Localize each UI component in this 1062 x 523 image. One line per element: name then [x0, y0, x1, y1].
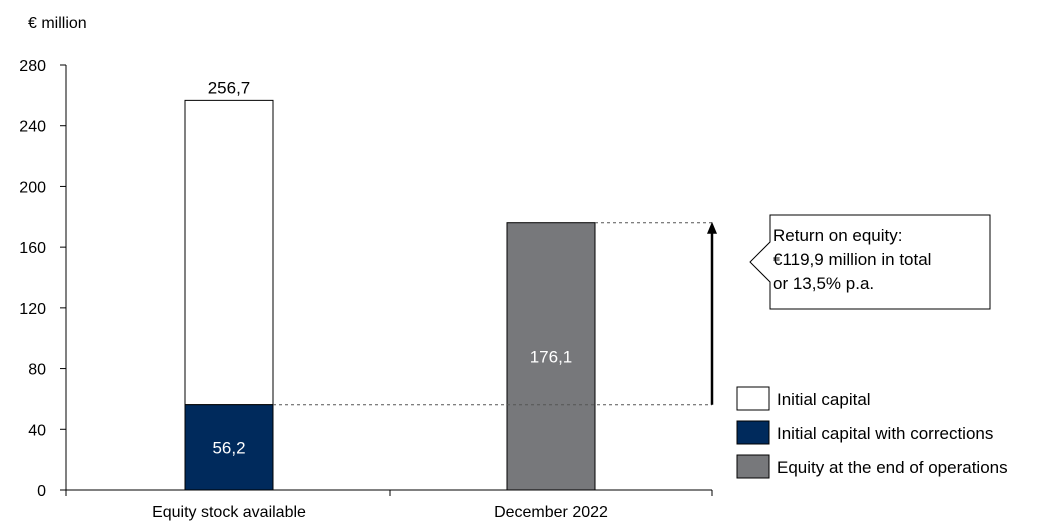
y-tick-label: 0: [37, 483, 46, 500]
y-tick-label: 160: [19, 240, 46, 257]
x-category-label: December 2022: [494, 504, 608, 521]
callout-text: or 13,5% p.a.: [773, 274, 874, 293]
legend-swatch: [736, 420, 770, 445]
callout-text: Return on equity:: [773, 226, 902, 245]
legend-swatch: [736, 386, 770, 411]
bar-initial-capital-corrections: [184, 404, 274, 491]
y-tick-label: 80: [28, 362, 46, 379]
x-category-label: Equity stock available: [152, 504, 306, 521]
legend: Initial capital Initial capital with corr…: [736, 386, 1008, 479]
legend-label: Initial capital: [777, 390, 871, 409]
legend-label: Initial capital with corrections: [777, 424, 993, 443]
legend-swatch: [736, 454, 770, 479]
unit-label: € million: [28, 15, 87, 32]
callout-box: [749, 214, 991, 310]
legend-label: Equity at the end of operations: [777, 458, 1008, 477]
bar-value-label: 56,2: [212, 438, 245, 457]
y-tick-label: 40: [28, 422, 46, 439]
return-arrow-head: [707, 221, 717, 234]
y-tick-label: 240: [19, 119, 46, 136]
bar-value-label: 176,1: [530, 347, 573, 366]
bar-value-label: 256,7: [208, 78, 251, 97]
y-tick-label: 200: [19, 179, 46, 196]
y-tick-label: 280: [19, 58, 46, 75]
callout-text: €119,9 million in total: [773, 250, 931, 269]
bar-initial-capital: [184, 99, 274, 406]
y-tick-label: 120: [19, 301, 46, 318]
bars: 256,7 56,2 176,1: [184, 78, 596, 491]
x-axis: Equity stock available December 2022: [65, 489, 713, 521]
y-axis: 0 40 80 120 160 200 240 280: [19, 58, 67, 500]
annotation: Return on equity: €119,9 million in total…: [273, 214, 991, 406]
bar-equity-end: [506, 222, 596, 491]
